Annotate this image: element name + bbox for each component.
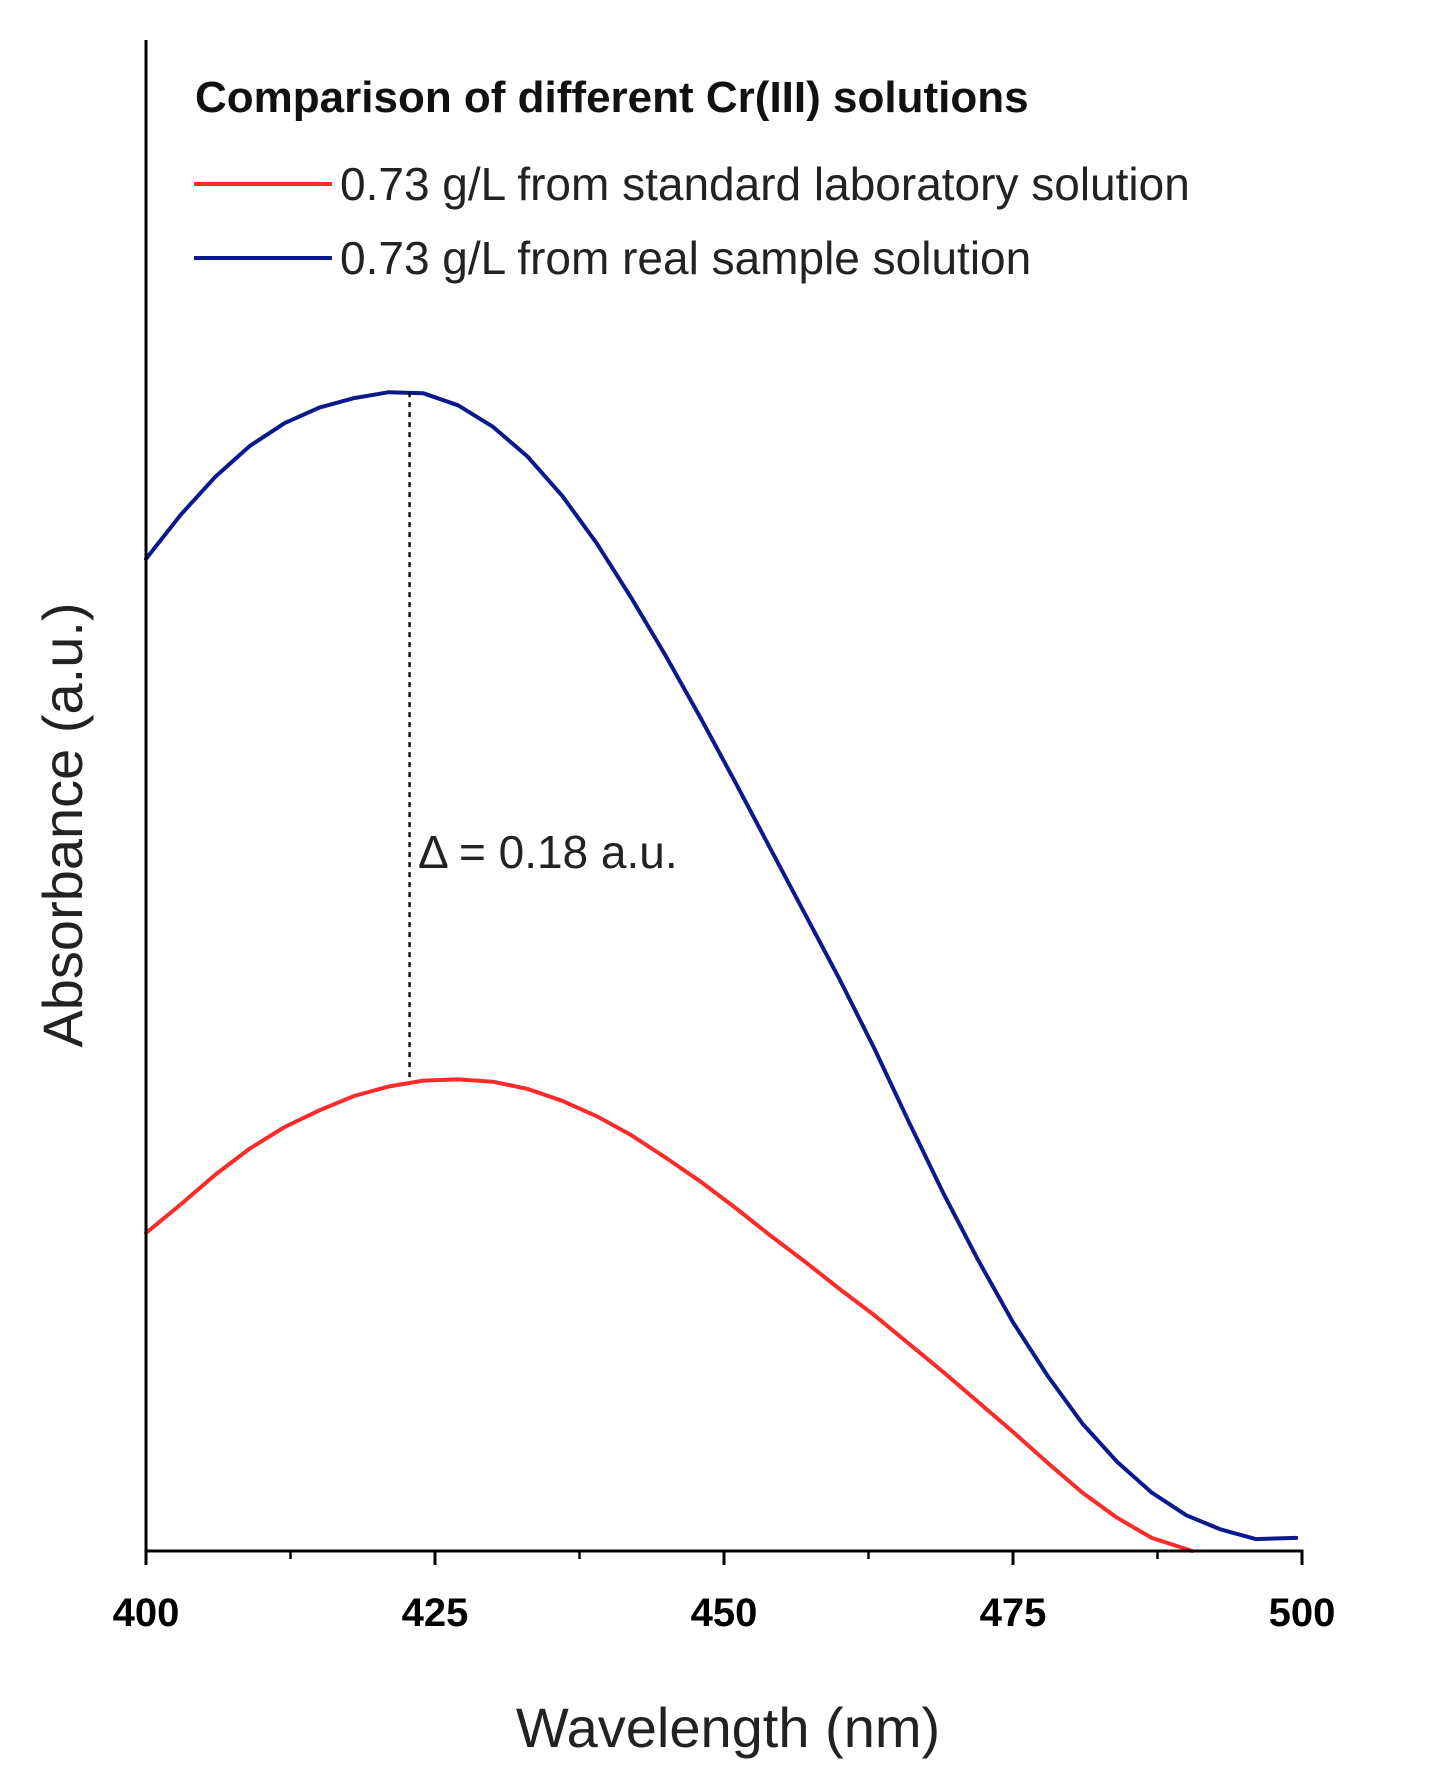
y-axis-title: Absorbance (a.u.) — [31, 602, 94, 1047]
x-tick-label: 475 — [980, 1591, 1047, 1635]
chart-title: Comparison of different Cr(III) solution… — [195, 73, 1029, 122]
annotation-delta-label: Δ = 0.18 a.u. — [418, 826, 678, 878]
x-tick-label: 500 — [1269, 1591, 1336, 1635]
series-layer — [144, 390, 1299, 1553]
x-tick-label: 425 — [402, 1591, 469, 1635]
series-line-standard — [144, 1077, 1195, 1553]
legend-label-real-sample: 0.73 g/L from real sample solution — [340, 232, 1031, 284]
x-axis-title: Wavelength (nm) — [516, 1696, 940, 1759]
series-line-real-sample — [144, 390, 1299, 1542]
axes: 400 425 450 475 500 — [113, 40, 1336, 1635]
legend-label-standard: 0.73 g/L from standard laboratory soluti… — [340, 158, 1190, 210]
legend: 0.73 g/L from standard laboratory soluti… — [194, 158, 1190, 284]
x-tick-label: 450 — [691, 1591, 758, 1635]
x-tick-label: 400 — [113, 1591, 180, 1635]
